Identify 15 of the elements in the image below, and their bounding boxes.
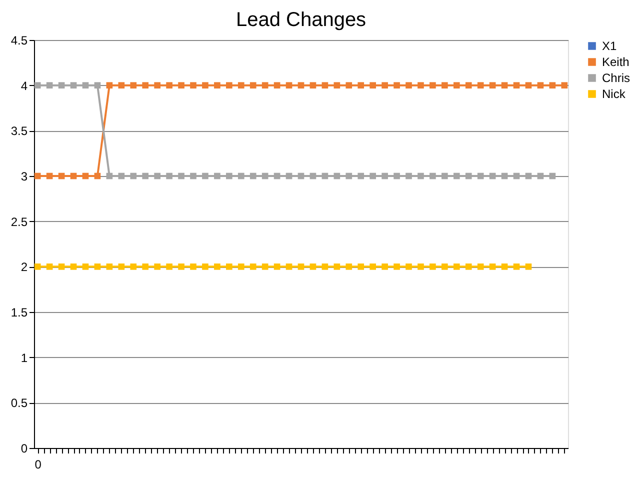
y-tick-label: 2 — [20, 260, 28, 274]
y-tick-label: 0.5 — [10, 396, 28, 410]
legend-label: Nick — [602, 87, 626, 101]
y-tick-label: 0 — [20, 442, 28, 456]
y-tick-label: 1 — [20, 350, 28, 365]
legend-label: Keith — [602, 55, 630, 69]
y-tick-label: 3 — [20, 170, 28, 184]
y-tick-label: 1.5 — [10, 306, 28, 320]
legend-label: Chris — [602, 71, 630, 85]
y-tick-label: 4.5 — [10, 34, 28, 48]
y-tick-label: 3.5 — [10, 124, 28, 138]
legend-label: X1 — [602, 39, 618, 53]
y-tick-label: 4 — [20, 78, 28, 93]
y-tick-label: 2.5 — [10, 214, 28, 229]
chart-title: Lead Changes — [236, 9, 366, 31]
